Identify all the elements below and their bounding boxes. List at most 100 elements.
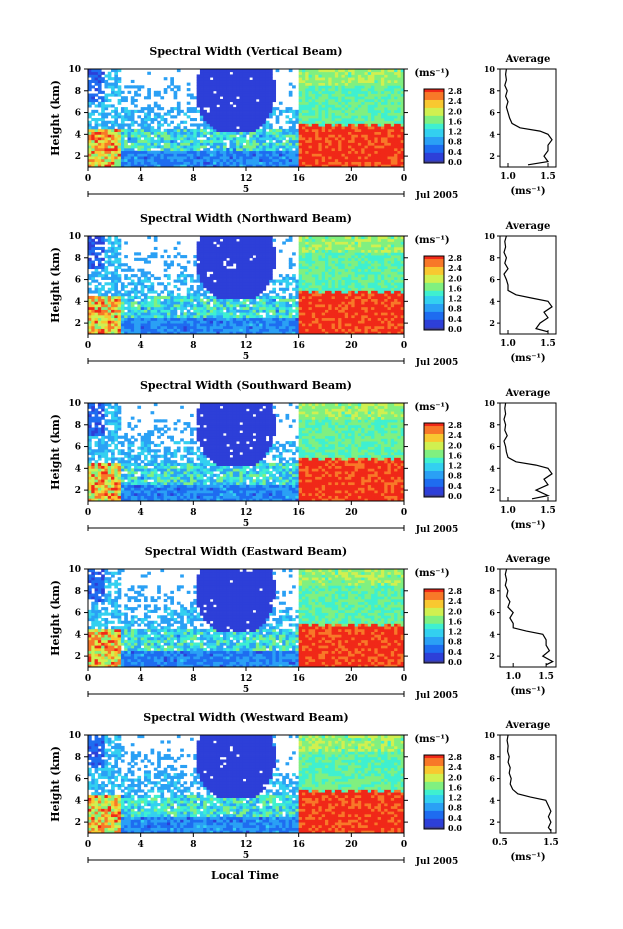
heatmap-cell [394, 69, 398, 73]
heatmap-cell [206, 312, 211, 316]
heatmap-cell [325, 287, 329, 291]
heatmap-cell [338, 79, 342, 84]
heatmap-cell [170, 320, 174, 324]
heatmap-cell [305, 331, 309, 335]
heatmap-cell [387, 137, 392, 141]
heatmap-cell [130, 112, 135, 116]
heatmap-cell [384, 98, 388, 103]
heatmap-cell [127, 312, 132, 316]
heatmap-cell [176, 126, 181, 130]
heatmap-cell [130, 161, 135, 165]
heatmap-cell [153, 153, 158, 157]
heatmap-cell [328, 260, 332, 264]
heatmap-cell [190, 161, 194, 165]
heatmap-cell [94, 274, 99, 278]
heatmap-cell [143, 279, 148, 283]
heatmap-cell [101, 268, 105, 272]
heatmap-cell [213, 265, 217, 270]
heatmap-cell [269, 109, 273, 113]
heatmap-cell [127, 295, 132, 300]
heatmap-cell [338, 164, 342, 168]
heatmap-cell [147, 115, 151, 119]
heatmap-cell [199, 142, 204, 146]
heatmap-cell [140, 126, 145, 130]
heatmap-cell [104, 98, 109, 103]
heatmap-cell [222, 238, 227, 242]
heatmap-cell [364, 79, 369, 84]
heatmap-cell [321, 112, 326, 116]
heatmap-cell [354, 142, 359, 146]
heatmap-cell [259, 104, 263, 108]
heatmap-cell [390, 158, 395, 162]
heatmap-cell [209, 109, 214, 113]
heatmap-cell [97, 145, 102, 149]
heatmap-cell [114, 328, 119, 332]
heatmap-cell [176, 107, 181, 111]
heatmap-cell [390, 164, 395, 168]
heatmap-cell [91, 128, 95, 133]
heatmap-cell [140, 131, 145, 135]
heatmap-cell [111, 271, 115, 275]
heatmap-cell [341, 107, 346, 111]
heatmap-cell [387, 93, 392, 97]
heatmap-cell [325, 71, 329, 75]
heatmap-cell [226, 244, 230, 248]
heatmap-cell [226, 295, 230, 300]
heatmap-cell [348, 79, 352, 84]
heatmap-cell [157, 325, 161, 329]
heatmap-cell [325, 236, 329, 240]
heatmap-cell [315, 328, 319, 332]
heatmap-cell [252, 139, 257, 143]
heatmap-cell [199, 263, 204, 267]
heatmap-cell [308, 150, 313, 154]
heatmap-cell [114, 90, 119, 94]
heatmap-cell [222, 88, 227, 92]
heatmap-cell [163, 287, 168, 291]
heatmap-cell [196, 257, 201, 261]
heatmap-cell [259, 306, 263, 310]
heatmap-cell [246, 268, 250, 272]
colorbar-segment [424, 157, 444, 161]
heatmap-cell [351, 74, 356, 78]
heatmap-cell [117, 301, 122, 305]
heatmap-cell [269, 290, 273, 294]
heatmap-cell [397, 134, 402, 138]
heatmap-cell [140, 304, 145, 308]
heatmap-cell [242, 257, 247, 261]
heatmap-cell [183, 150, 188, 154]
heatmap-cell [176, 145, 181, 149]
heatmap-cell [301, 238, 306, 242]
heatmap-cell [97, 101, 102, 105]
heatmap-cell [338, 126, 342, 130]
heatmap-cell [196, 128, 201, 133]
heatmap-cell [331, 74, 336, 78]
heatmap-cell [183, 156, 188, 160]
heatmap-cell [114, 137, 119, 141]
heatmap-cell [318, 150, 323, 154]
heatmap-cell [206, 331, 211, 335]
heatmap-cell [278, 295, 283, 300]
heatmap-cell [239, 104, 244, 108]
heatmap-cell [236, 328, 240, 332]
heatmap-cell [246, 90, 250, 94]
heatmap-cell [163, 263, 168, 267]
heatmap-cell [262, 279, 267, 283]
heatmap-cell [357, 128, 362, 133]
heatmap-cell [219, 306, 224, 310]
heatmap-cell [400, 139, 405, 143]
heatmap-cell [374, 158, 379, 162]
heatmap-cell [321, 150, 326, 154]
average-y-tick-label: 10 [484, 64, 496, 74]
heatmap-cell [94, 156, 99, 160]
heatmap-cell [331, 134, 336, 138]
heatmap-cell [239, 263, 244, 267]
heatmap-cell [239, 268, 244, 272]
heatmap-cell [91, 260, 95, 264]
heatmap-cell [173, 255, 178, 259]
heatmap-cell [140, 257, 145, 261]
heatmap-cell [176, 164, 181, 168]
heatmap-cell [127, 115, 132, 119]
heatmap-cell [361, 153, 365, 157]
heatmap-cell [239, 101, 244, 105]
colorbar-segment [424, 96, 444, 100]
